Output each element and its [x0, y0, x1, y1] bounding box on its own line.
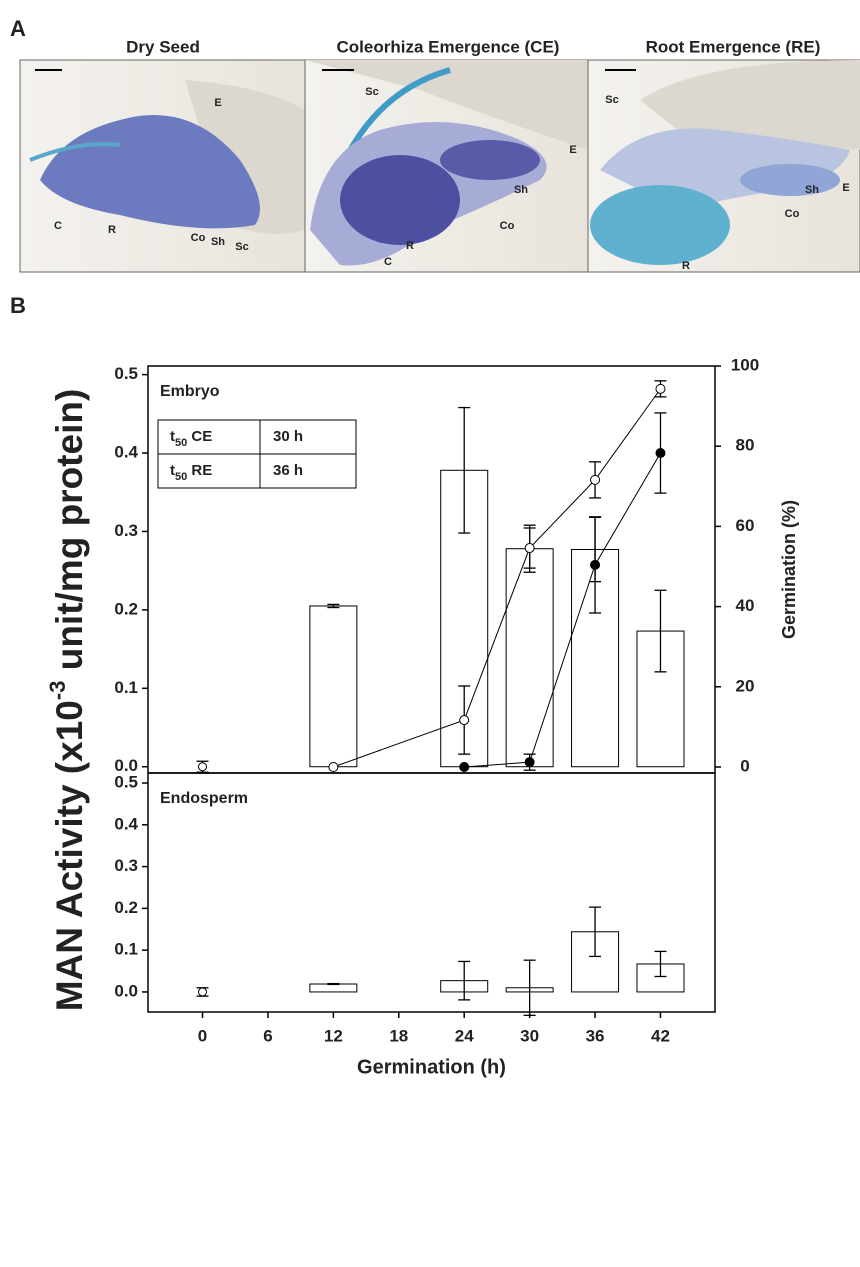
image-title: Coleorhiza Emergence (CE): [337, 37, 560, 56]
y2-tick-label: 80: [736, 436, 755, 455]
y-tick-label: 0.3: [114, 521, 138, 540]
germination-point: [655, 448, 666, 459]
germination-point: [328, 761, 339, 772]
y-tick-label: 0.0: [114, 981, 138, 1000]
germination-point: [590, 474, 601, 485]
y2-tick-label: 0: [740, 756, 749, 775]
y-tick-label: 0.1: [114, 940, 138, 959]
y2-tick-label: 20: [736, 676, 755, 695]
panel-label: A: [10, 16, 26, 41]
y-tick-label: 0.4: [114, 443, 138, 462]
table-label: t50 CE: [170, 428, 212, 449]
germination-point: [590, 559, 601, 570]
panel-title: Endosperm: [160, 790, 248, 807]
germination-point: [524, 543, 535, 554]
panel-label: B: [10, 293, 26, 318]
endosperm-shape: [185, 80, 305, 234]
tissue-label: C: [54, 220, 62, 232]
x-axis-label: Germination (h): [357, 1056, 506, 1078]
tissue-edge: [29, 142, 121, 162]
y-tick-label: 0.2: [114, 898, 138, 917]
table-value: 36 h: [273, 462, 303, 479]
x-tick-label: 6: [263, 1026, 272, 1045]
tissue-label: E: [214, 97, 221, 109]
y-tick-label: 0.5: [114, 364, 138, 383]
image-title: Dry Seed: [126, 37, 200, 56]
tissue-label: Sh: [211, 236, 225, 248]
y-tick-label: 0.0: [114, 756, 138, 775]
endosperm-shape: [305, 60, 588, 150]
table-label: t50 RE: [170, 462, 212, 483]
zero-marker: [198, 987, 208, 997]
y2-tick-label: 60: [736, 516, 755, 535]
table-name: CE: [187, 428, 212, 445]
coleoptile-shape: [440, 140, 540, 180]
root-shape: [590, 185, 730, 265]
tissue-label: Sc: [365, 86, 378, 98]
germination-line: [464, 452, 661, 768]
table-sub: 50: [175, 437, 187, 449]
endosperm-shape: [640, 60, 860, 150]
table-cell: [259, 453, 357, 489]
zero-marker: [198, 762, 208, 772]
x-tick-label: 42: [651, 1026, 670, 1045]
panel-title: Embryo: [160, 383, 220, 400]
y2-axis-label: Germination (%): [779, 500, 799, 639]
table-value: 30 h: [273, 428, 303, 445]
tissue-label: Co: [191, 232, 206, 244]
germination-point: [524, 757, 535, 768]
y-axis-label: MAN Activity (x10-3 unit/mg protein): [45, 389, 89, 1012]
bar: [309, 983, 358, 993]
y-tick-label: 0.1: [114, 678, 138, 697]
tissue-label: E: [569, 144, 576, 156]
y-label-part: MAN Activity (x10: [49, 700, 90, 1011]
x-tick-label: 24: [455, 1026, 474, 1045]
y-tick-label: 0.5: [114, 773, 138, 792]
y2-tick-label: 40: [736, 596, 755, 615]
bar: [309, 605, 358, 768]
image-title: Root Emergence (RE): [646, 37, 821, 56]
y2-tick-label: 100: [731, 355, 759, 374]
y-label-part: unit/mg protein): [49, 389, 90, 681]
tissue-label: Co: [500, 220, 515, 232]
tissue-label: Co: [785, 208, 800, 220]
germination-point: [655, 383, 666, 394]
tissue-label: E: [842, 182, 849, 194]
y-tick-label: 0.3: [114, 856, 138, 875]
tissue-label: R: [108, 224, 116, 236]
table-sym: t: [170, 428, 175, 445]
x-tick-label: 30: [520, 1026, 539, 1045]
y-tick-label: 0.2: [114, 599, 138, 618]
table-sym: t: [170, 462, 175, 479]
root-shape: [340, 155, 460, 245]
tissue-label: Sc: [235, 241, 248, 253]
table-sub: 50: [175, 471, 187, 483]
germination-point: [459, 761, 470, 772]
tissue-label: R: [406, 240, 414, 252]
tissue-label: C: [384, 256, 392, 268]
tissue-label: Sc: [605, 94, 618, 106]
tissue-label: Sh: [805, 184, 819, 196]
table-name: RE: [187, 462, 212, 479]
plot-frame: [147, 772, 716, 1013]
bar: [505, 548, 554, 768]
table-cell: [259, 419, 357, 455]
coleoptile-shape: [740, 164, 840, 196]
tissue-label: Sh: [514, 184, 528, 196]
y-tick-label: 0.4: [114, 814, 138, 833]
x-tick-label: 12: [324, 1026, 343, 1045]
tissue-label: R: [682, 260, 690, 272]
x-tick-label: 0: [198, 1026, 207, 1045]
germination-point: [459, 715, 470, 726]
x-tick-label: 36: [586, 1026, 605, 1045]
x-tick-label: 18: [389, 1026, 408, 1045]
y-label-sup: -3: [45, 681, 70, 701]
